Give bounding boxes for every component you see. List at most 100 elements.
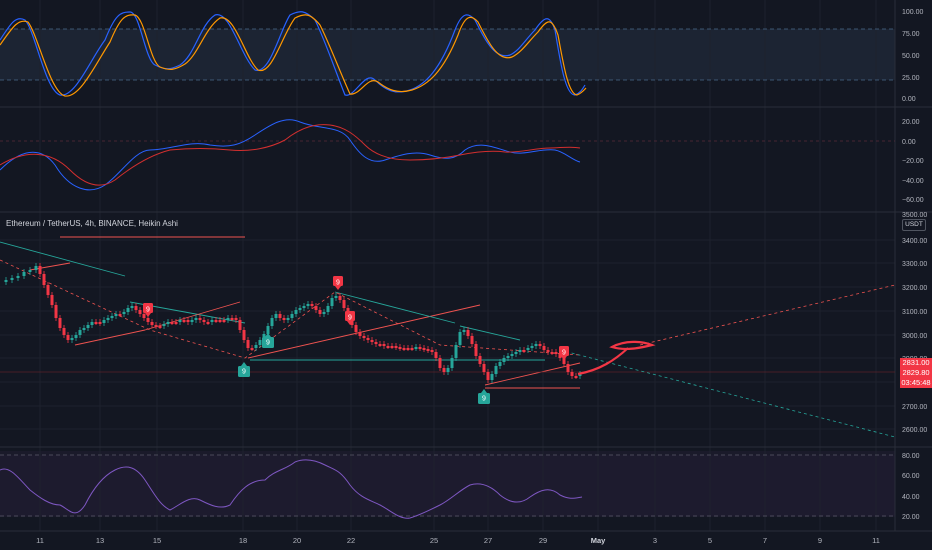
time-axis-label: May <box>591 536 606 545</box>
candle-down <box>38 266 42 274</box>
candle-up <box>4 280 8 282</box>
candle-down <box>378 344 382 346</box>
rsi-line <box>0 459 583 519</box>
candle-up <box>494 366 498 374</box>
price-axis-label: 3000.00 <box>902 333 927 340</box>
candle-up <box>74 335 78 338</box>
td-sell-marker <box>143 303 153 313</box>
candle-down <box>66 335 70 340</box>
candle-up <box>34 266 38 270</box>
candle-up <box>10 278 14 280</box>
candle-down <box>442 368 446 372</box>
candle-up <box>450 358 454 368</box>
time-axis-label: 3 <box>653 536 657 545</box>
time-axis-label: 11 <box>872 536 880 545</box>
td-marker-pointer <box>265 333 271 337</box>
candle-down <box>310 304 314 306</box>
osc-red-line <box>0 124 581 186</box>
td-marker-pointer <box>481 389 487 393</box>
candle-down <box>238 320 242 330</box>
td-buy-marker <box>478 393 490 404</box>
candle-up <box>178 320 182 322</box>
candle-up <box>122 312 126 314</box>
candle-down <box>418 347 422 349</box>
time-axis-label: 15 <box>153 536 161 545</box>
candle-down <box>246 340 250 348</box>
candle-down <box>242 330 246 340</box>
candle-down <box>98 322 102 324</box>
projection-down <box>559 349 896 438</box>
axes: 100.00 75.00 50.00 25.00 0.00 20.00 0.00 −20.00… <box>36 9 927 545</box>
projection-arrow-head <box>609 340 656 351</box>
candle-up <box>526 348 530 350</box>
candle-up <box>254 345 258 348</box>
candle-down <box>370 340 374 342</box>
td-buy-marker <box>262 337 274 348</box>
candle-down <box>94 322 98 324</box>
td-marker-label: 9 <box>146 307 150 314</box>
candle-up <box>194 318 198 320</box>
time-axis-label: 29 <box>539 536 547 545</box>
symbol-title: Ethereum / TetherUS, 4h, BINANCE, Heikin… <box>6 219 178 228</box>
candle-down <box>386 346 390 348</box>
time-axis-label: 9 <box>818 536 822 545</box>
candle-down <box>214 320 218 322</box>
candle-up <box>270 318 274 326</box>
candle-down <box>318 310 322 314</box>
candle-down <box>158 326 162 328</box>
candle-up <box>498 362 502 366</box>
candle-down <box>402 348 406 350</box>
candle-down <box>54 305 58 318</box>
candle-down <box>382 344 386 346</box>
stoch-axis-label: 50.00 <box>902 53 920 60</box>
candle-up <box>506 356 510 358</box>
trendline <box>144 301 241 331</box>
candle-up <box>102 320 106 323</box>
candle-down <box>206 322 210 324</box>
candle-up <box>166 322 170 324</box>
candle-down <box>566 364 570 372</box>
candle-up <box>302 306 306 308</box>
stoch-band <box>0 29 895 80</box>
td-sell-marker <box>345 311 355 321</box>
candle-down <box>474 344 478 356</box>
candle-up <box>226 318 230 320</box>
candle-up <box>190 320 194 322</box>
currency-button[interactable]: USDT <box>902 219 926 231</box>
candle-up <box>114 314 118 316</box>
candle-up <box>330 298 334 306</box>
candle-down <box>438 358 442 368</box>
candle-down <box>154 325 158 327</box>
td-sell-marker <box>333 276 343 286</box>
candle-down <box>398 347 402 349</box>
projection-up <box>639 284 896 346</box>
candle-up <box>510 354 514 356</box>
osc-axis-label: −20.00 <box>902 158 924 165</box>
time-axis-label: 18 <box>239 536 247 545</box>
trendline <box>334 291 456 324</box>
td-marker-pointer <box>347 321 353 325</box>
candle-down <box>250 348 254 350</box>
candle-up <box>130 306 134 308</box>
candle-up <box>322 312 326 314</box>
candle-down <box>118 314 122 316</box>
candle-down <box>470 336 474 344</box>
candle-up <box>414 347 418 349</box>
candle-down <box>186 320 190 322</box>
second-price-tag: 2829.80 <box>900 368 932 378</box>
candle-down <box>550 352 554 354</box>
candle-down <box>182 320 186 322</box>
candle-down <box>562 358 566 364</box>
td-marker-label: 9 <box>336 280 340 287</box>
candle-up <box>530 346 534 348</box>
td-marker-label: 9 <box>348 315 352 322</box>
candle-down <box>218 320 222 322</box>
td-marker-pointer <box>335 286 341 290</box>
candle-up <box>534 344 538 346</box>
grid-lines <box>0 0 895 531</box>
candle-up <box>274 314 278 318</box>
trendline <box>247 304 481 359</box>
candle-up <box>86 325 90 328</box>
candle-down <box>142 314 146 318</box>
